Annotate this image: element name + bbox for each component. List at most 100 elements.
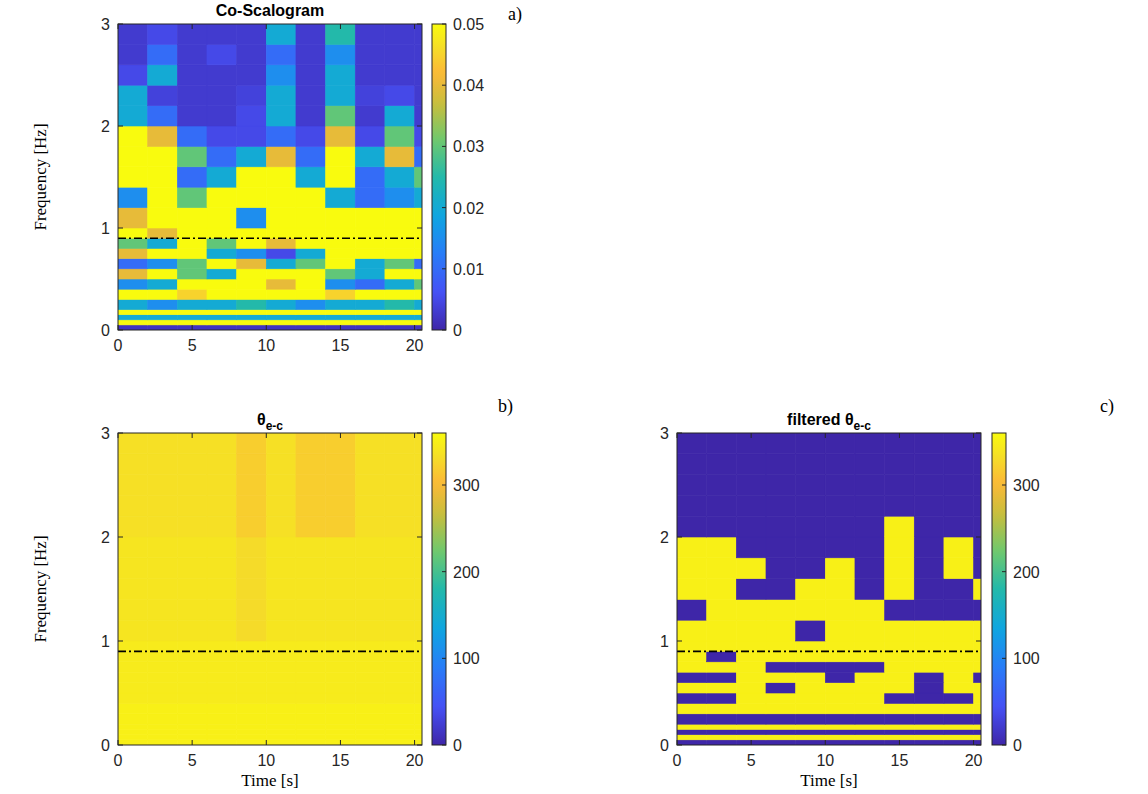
heat-cell xyxy=(177,299,207,309)
heat-cell xyxy=(944,693,974,703)
heat-cell xyxy=(707,672,737,682)
colorbar-tick xyxy=(442,207,446,208)
heat-cell xyxy=(736,662,766,672)
heat-cell xyxy=(736,558,766,579)
heat-cell xyxy=(974,558,981,579)
x-tick-label: 10 xyxy=(257,752,275,769)
heat-cell xyxy=(296,724,326,729)
heat-cell xyxy=(177,248,207,258)
x-tick xyxy=(677,740,678,745)
heat-cell xyxy=(914,662,944,672)
title-subscript: e-c xyxy=(266,419,284,433)
heat-cell xyxy=(944,703,974,713)
heat-cell xyxy=(766,495,796,516)
panel-title: θe-c xyxy=(257,411,283,433)
heat-cell xyxy=(118,259,148,269)
heat-cell xyxy=(207,693,237,703)
heat-cell xyxy=(266,714,296,724)
heat-cell xyxy=(385,146,415,166)
heat-cell xyxy=(885,454,915,475)
heat-cell xyxy=(118,315,148,320)
heat-cell xyxy=(796,579,826,600)
heat-cell xyxy=(237,516,267,537)
heat-cell xyxy=(296,248,326,258)
heat-cell xyxy=(207,320,237,325)
x-tick-label: 10 xyxy=(816,752,834,769)
heat-cell xyxy=(148,167,178,187)
heat-cell xyxy=(766,703,796,713)
heat-cell xyxy=(148,693,178,703)
heat-cell xyxy=(177,579,207,600)
heat-cell xyxy=(177,106,207,126)
heat-cell xyxy=(677,724,707,729)
heat-cell xyxy=(766,693,796,703)
colorbar xyxy=(432,24,446,330)
heat-cell xyxy=(326,299,356,309)
heat-cell xyxy=(326,714,356,724)
heat-cell xyxy=(237,65,267,85)
heat-cell xyxy=(944,599,974,620)
heat-cell xyxy=(415,106,422,126)
heat-cell xyxy=(355,238,385,248)
y-tick-label: 1 xyxy=(660,633,669,650)
heat-cell xyxy=(415,703,422,713)
heat-cell xyxy=(296,106,326,126)
y-tick-label: 3 xyxy=(101,425,110,442)
heat-cell xyxy=(355,146,385,166)
heat-cell xyxy=(796,662,826,672)
heat-cell xyxy=(148,537,178,558)
heat-cell xyxy=(415,672,422,682)
heat-cell xyxy=(118,714,148,724)
x-tick xyxy=(825,433,826,438)
heat-cell xyxy=(736,693,766,703)
colorbar-tick-label: 100 xyxy=(453,650,480,667)
colorbar-tick-label: 300 xyxy=(453,477,480,494)
heat-cell xyxy=(326,516,356,537)
heat-cell xyxy=(385,693,415,703)
colorbar-tick xyxy=(1002,745,1006,746)
heat-cell xyxy=(326,433,356,454)
heat-cell xyxy=(148,269,178,279)
heat-cell xyxy=(855,599,885,620)
heat-cell xyxy=(355,662,385,672)
heat-cell xyxy=(237,579,267,600)
heat-cell xyxy=(177,228,207,238)
heat-cell xyxy=(855,714,885,724)
heat-cell xyxy=(944,724,974,729)
heat-cell xyxy=(177,65,207,85)
y-tick xyxy=(417,641,422,642)
heat-cell xyxy=(825,693,855,703)
heat-cell xyxy=(237,651,267,661)
heat-cell xyxy=(415,146,422,166)
heat-cell xyxy=(177,475,207,496)
panel: 051015200123Co-ScalogramFrequency [Hz]a)… xyxy=(31,2,522,354)
heat-cell xyxy=(118,208,148,228)
heat-cell xyxy=(148,651,178,661)
heat-cell xyxy=(385,65,415,85)
heat-cell xyxy=(296,735,326,740)
heat-cell xyxy=(677,433,707,454)
heat-cell xyxy=(148,683,178,693)
heat-cell xyxy=(237,683,267,693)
heat-cell xyxy=(118,735,148,740)
heat-cell xyxy=(677,495,707,516)
heat-cell xyxy=(825,735,855,740)
heat-cell xyxy=(237,299,267,309)
heat-cell xyxy=(355,44,385,64)
x-tick xyxy=(118,325,119,330)
y-tick xyxy=(677,537,682,538)
heat-cell xyxy=(677,516,707,537)
x-tick-label: 15 xyxy=(332,752,350,769)
heat-cell xyxy=(736,735,766,740)
heat-cell xyxy=(237,248,267,258)
x-tick-label: 5 xyxy=(188,337,197,354)
heat-cell xyxy=(237,325,267,330)
heat-cell xyxy=(296,65,326,85)
heat-cell xyxy=(385,44,415,64)
heat-cell xyxy=(707,558,737,579)
heat-cell xyxy=(296,672,326,682)
heat-cell xyxy=(385,228,415,238)
heat-cell xyxy=(177,279,207,289)
heat-cell xyxy=(796,620,826,641)
heat-cell xyxy=(237,187,267,207)
